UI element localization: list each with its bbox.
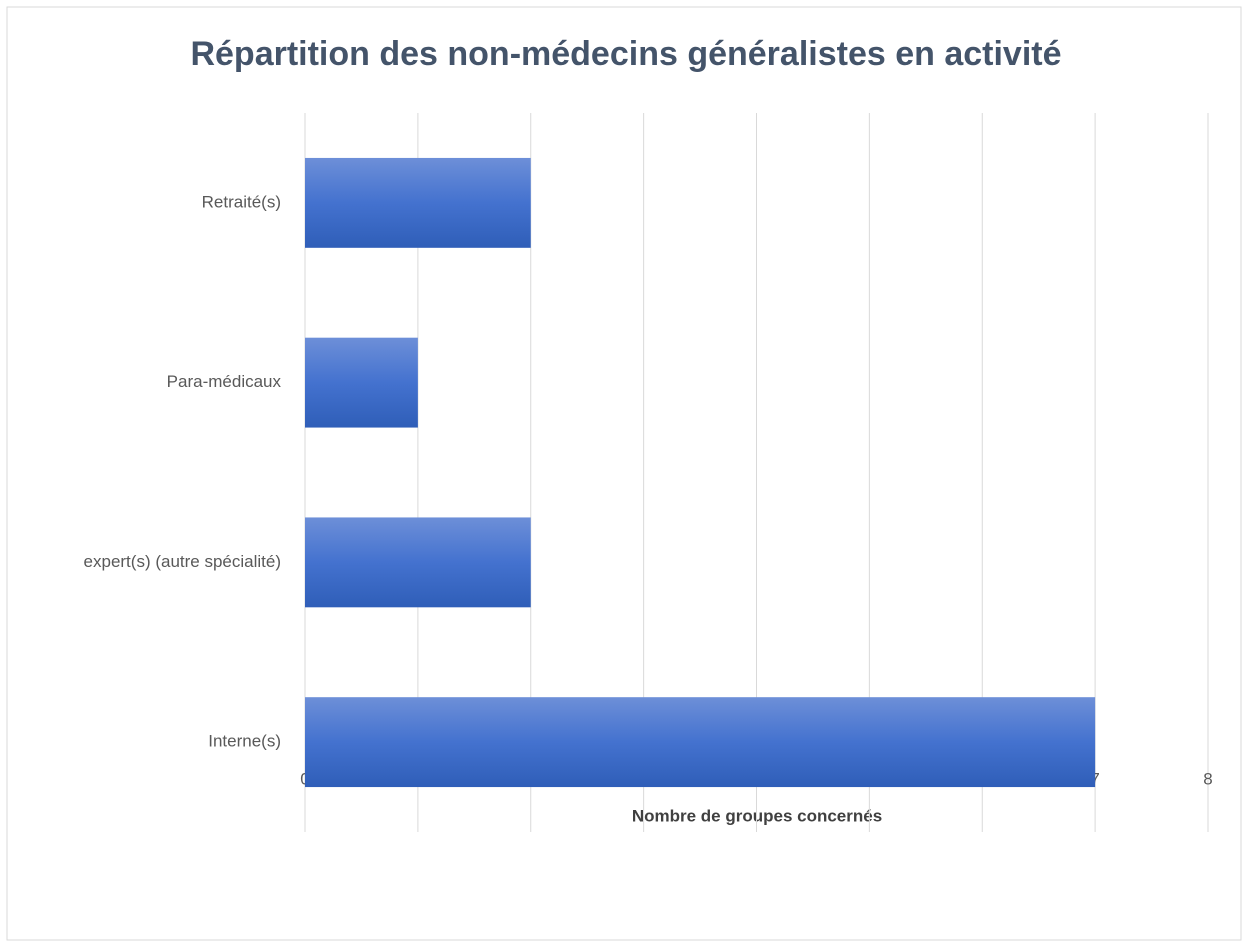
x-tick-label: 8 [1203, 769, 1212, 788]
bar [305, 337, 418, 428]
chart-border [6, 6, 1242, 941]
y-tick-label: Retraité(s) [202, 192, 281, 211]
y-tick-label: expert(s) (autre spécialité) [84, 552, 281, 571]
y-tick-label: Interne(s) [208, 732, 281, 751]
bar [305, 157, 531, 248]
chart-title: Répartition des non-médecins généraliste… [190, 35, 1061, 73]
y-tick-label: Para-médicaux [167, 372, 282, 391]
bar [305, 517, 531, 608]
bar [305, 697, 1096, 788]
